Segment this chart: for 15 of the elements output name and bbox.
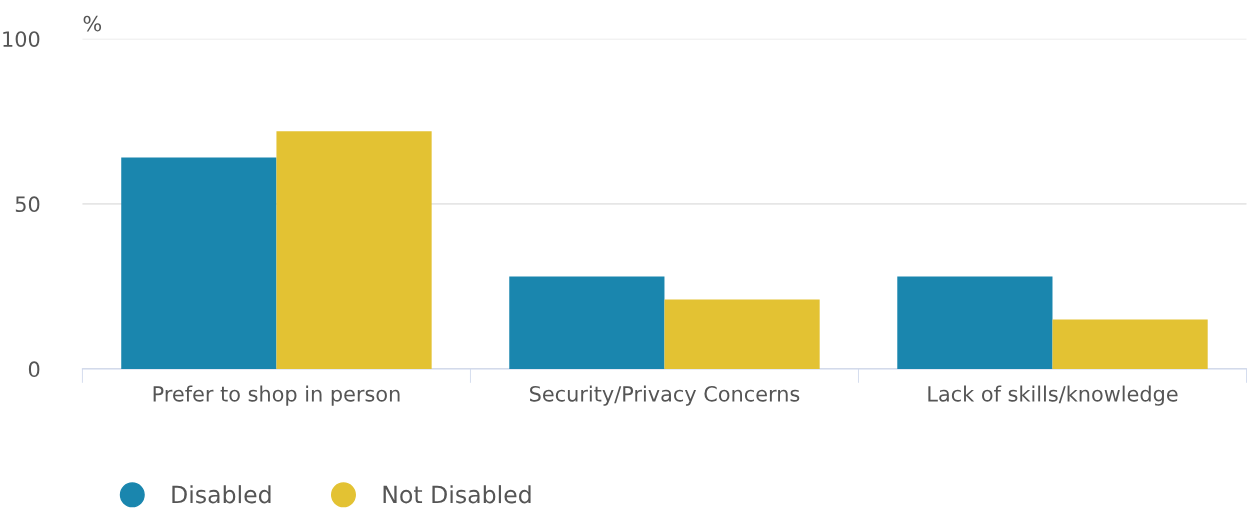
bar	[1052, 319, 1208, 369]
x-tick-label: Lack of skills/knowledge	[928, 385, 1178, 406]
x-tick-label: Security/Privacy Concerns	[530, 385, 800, 406]
bar	[121, 157, 277, 369]
bar	[276, 131, 432, 369]
bar	[664, 299, 820, 369]
bar	[897, 276, 1053, 369]
x-tick-label: Prefer to shop in person	[153, 385, 400, 406]
bar	[509, 276, 665, 369]
legend-label: Disabled	[172, 485, 271, 504]
y-tick-label: 0	[28, 361, 40, 378]
y-tick-label: 50	[15, 196, 40, 213]
legend-label: Not Disabled	[383, 485, 531, 504]
y-axis-title: %	[83, 15, 102, 32]
y-tick-label: 100	[3, 31, 40, 47]
